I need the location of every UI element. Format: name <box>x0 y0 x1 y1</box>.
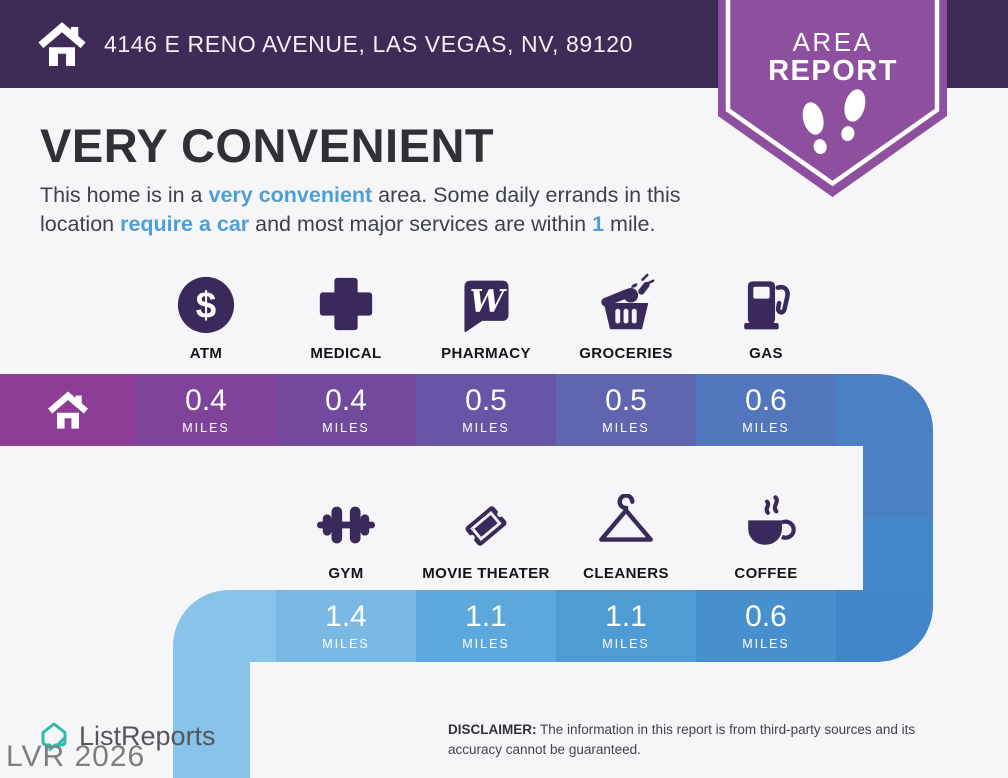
pharmacy-walgreens-icon: W <box>416 264 556 336</box>
cleaners-hanger-icon <box>556 484 696 556</box>
watermark: LVR 2026 <box>6 740 146 773</box>
poi-column-movie-theater: MOVIE THEATER <box>416 484 556 582</box>
atm-icon: $ <box>136 264 276 336</box>
svg-text:$: $ <box>196 285 216 326</box>
band-turn-mid-left <box>173 590 276 662</box>
band-turn-mid-right <box>836 590 933 662</box>
poi-label: ATM <box>189 345 223 362</box>
intro-highlight: very convenient <box>208 183 373 207</box>
gym-dumbbell-icon <box>276 484 416 556</box>
poi-label: GYM <box>328 565 364 582</box>
distance-value: 1.1 <box>605 599 647 633</box>
poi-label: COFFEE <box>734 565 798 582</box>
poi-column-coffee: COFFEE <box>696 484 836 582</box>
medical-cross-icon <box>276 264 416 336</box>
distance-value: 0.4 <box>185 383 227 417</box>
distance-unit: MILES <box>322 636 370 651</box>
intro-text: and most major services are within <box>249 211 593 236</box>
disclaimer-text: The information in this report is from t… <box>448 722 916 757</box>
area-report-badge: AREA REPORT <box>714 0 952 202</box>
intro-paragraph: This home is in a very convenient area. … <box>40 181 740 238</box>
distance-cell-gas: 0.6 MILES <box>696 374 836 446</box>
distance-cell-pharmacy: 0.5 MILES <box>416 374 556 446</box>
distance-unit: MILES <box>602 420 650 435</box>
disclaimer-label: DISCLAIMER: <box>448 722 537 737</box>
distance-cell-medical: 0.4 MILES <box>276 374 416 446</box>
distance-cell-coffee: 0.6 MILES <box>696 590 836 662</box>
band-left-lower <box>173 662 250 778</box>
band-right-lower <box>863 518 933 590</box>
listreports-logo-icon <box>38 720 70 752</box>
movie-ticket-icon <box>416 484 556 556</box>
poi-column-pharmacy: W PHARMACY <box>416 264 556 362</box>
poi-label: CLEANERS <box>583 565 669 582</box>
intro-text: This home is in a <box>40 183 209 207</box>
distance-unit: MILES <box>462 636 510 651</box>
distance-unit: MILES <box>742 636 790 651</box>
home-icon <box>46 388 90 432</box>
poi-label: GROCERIES <box>579 345 673 362</box>
distance-unit: MILES <box>462 420 510 435</box>
poi-label: MOVIE THEATER <box>422 565 550 582</box>
distance-value: 1.4 <box>325 599 367 633</box>
badge-shape <box>718 0 947 197</box>
coffee-cup-icon <box>696 484 836 556</box>
intro-highlight: 1 <box>592 211 605 236</box>
distance-cell-gym: 1.4 MILES <box>276 590 416 662</box>
poi-column-gas: GAS <box>696 264 836 362</box>
distance-cell-groceries: 0.5 MILES <box>556 374 696 446</box>
distance-value: 0.6 <box>745 383 787 417</box>
distance-value: 1.1 <box>465 599 507 633</box>
distance-unit: MILES <box>182 420 230 435</box>
home-cell <box>0 374 136 446</box>
badge-line-2: REPORT <box>768 55 898 87</box>
poi-column-groceries: GROCERIES <box>556 264 696 362</box>
intro-highlight: require a car <box>120 211 250 236</box>
page-title: VERY CONVENIENT <box>40 119 495 172</box>
property-address: 4146 E RENO AVENUE, LAS VEGAS, NV, 89120 <box>104 30 633 57</box>
distance-cell-cleaners: 1.1 MILES <box>556 590 696 662</box>
poi-label: MEDICAL <box>310 345 382 362</box>
distance-unit: MILES <box>742 420 790 435</box>
poi-label: GAS <box>749 345 783 362</box>
distance-value: 0.5 <box>465 383 507 417</box>
poi-column-cleaners: CLEANERS <box>556 484 696 582</box>
intro-text: area. Some daily errands in this locatio… <box>40 183 681 236</box>
distance-value: 0.4 <box>325 383 367 417</box>
badge-line-1: AREA <box>792 27 874 57</box>
gas-pump-icon <box>696 264 836 336</box>
intro-text: mile. <box>604 211 656 236</box>
brand-name: ListReports <box>79 720 216 751</box>
distance-cell-atm: 0.4 MILES <box>136 374 276 446</box>
distance-value: 0.5 <box>605 383 647 417</box>
distance-cell-movie-theater: 1.1 MILES <box>416 590 556 662</box>
home-icon <box>36 18 88 70</box>
poi-column-medical: MEDICAL <box>276 264 416 362</box>
poi-column-gym: GYM <box>276 484 416 582</box>
poi-column-atm: $ ATM <box>136 264 276 362</box>
distance-unit: MILES <box>602 636 650 651</box>
distance-unit: MILES <box>322 420 370 435</box>
footprints-icon <box>802 89 866 155</box>
band-right-upper <box>863 446 933 518</box>
distance-value: 0.6 <box>745 599 787 633</box>
listreports-brand: ListReports <box>38 720 216 752</box>
disclaimer: DISCLAIMER: The information in this repo… <box>448 720 948 759</box>
band-turn-top-right <box>836 374 933 446</box>
svg-text:W: W <box>470 284 508 320</box>
groceries-basket-icon <box>556 264 696 336</box>
poi-label: PHARMACY <box>441 345 531 362</box>
